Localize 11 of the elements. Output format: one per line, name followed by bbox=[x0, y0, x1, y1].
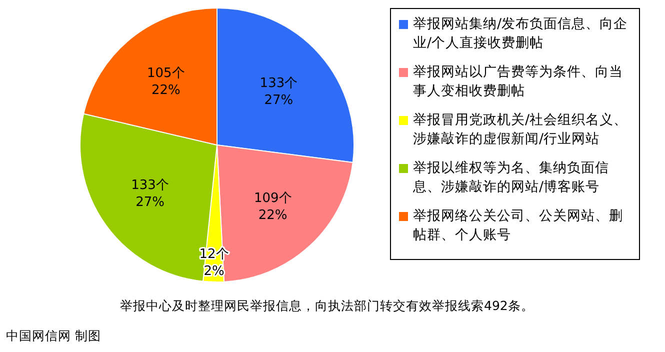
data-label: 109个 22% bbox=[254, 190, 292, 223]
data-label: 133个 27% bbox=[260, 76, 298, 108]
legend-label: 举报网站以广告费等为条件、向当事人变相收费删帖 bbox=[413, 63, 624, 101]
legend-label: 举报网站集纳/发布负面信息、向企业/个人直接收费删帖 bbox=[413, 15, 629, 53]
legend-label: 举报冒用党政机关/社会组织名义、涉嫌敲诈的虚假新闻/行业网站 bbox=[413, 111, 629, 149]
data-label: 133个 27% bbox=[131, 178, 169, 210]
legend-label: 举报网络公关公司、公关网站、删帖群、个人账号 bbox=[413, 207, 624, 245]
legend-label: 举报以维权等为名、集纳负面信息、涉嫌敲诈的网站/博客账号 bbox=[413, 159, 610, 197]
text: 举报中心及时整理网民举报信息，向执法部门转交有效举报线索492条。 bbox=[120, 298, 534, 315]
text: 中国网信网 制图 bbox=[6, 328, 101, 345]
data-label: 105个 22% bbox=[147, 66, 185, 98]
